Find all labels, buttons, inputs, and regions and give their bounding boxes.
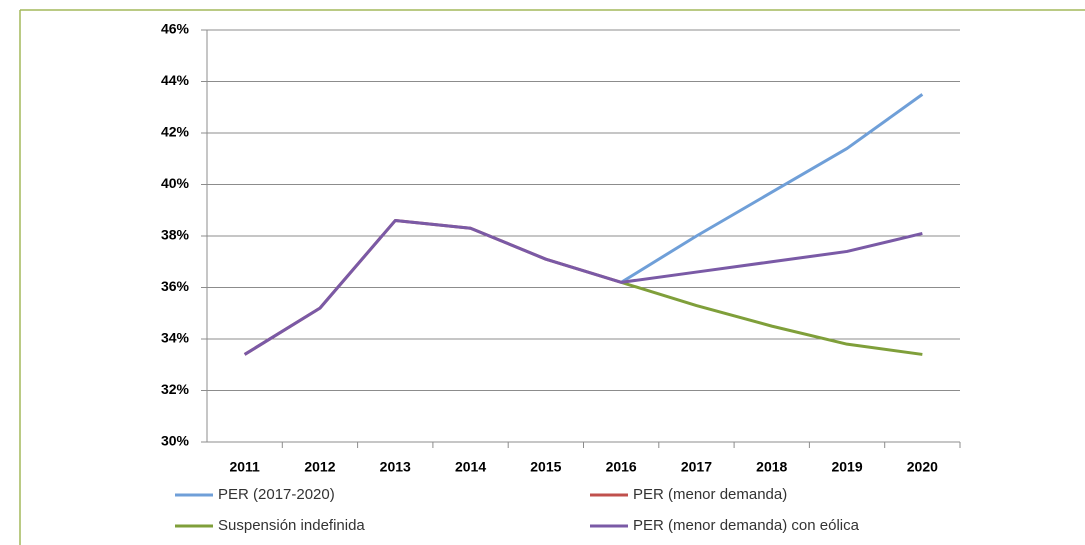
y-tick-label: 42% <box>161 124 190 140</box>
series-line <box>620 93 924 284</box>
legend-label: Suspensión indefinida <box>218 517 365 534</box>
x-tick-label: 2016 <box>606 459 637 475</box>
series-line <box>620 280 923 356</box>
y-tick-label: 38% <box>161 227 190 243</box>
y-tick-label: 36% <box>161 278 190 294</box>
series-line <box>243 219 923 356</box>
legend-label: PER (2017-2020) <box>218 486 335 503</box>
y-tick-label: 32% <box>161 381 190 397</box>
legend-label: PER (menor demanda) <box>633 486 787 503</box>
y-tick-label: 34% <box>161 330 190 346</box>
legend-label: PER (menor demanda) con eólica <box>633 517 860 534</box>
x-tick-label: 2017 <box>681 459 712 475</box>
y-tick-label: 46% <box>161 21 190 37</box>
y-tick-label: 44% <box>161 72 190 88</box>
y-tick-label: 30% <box>161 433 190 449</box>
y-tick-label: 40% <box>161 175 190 191</box>
x-tick-label: 2012 <box>304 459 335 475</box>
x-tick-label: 2020 <box>907 459 938 475</box>
x-tick-label: 2019 <box>831 459 862 475</box>
x-tick-label: 2013 <box>380 459 411 475</box>
x-tick-label: 2014 <box>455 459 486 475</box>
x-tick-label: 2011 <box>229 459 260 475</box>
x-tick-label: 2015 <box>530 459 561 475</box>
x-tick-label: 2018 <box>756 459 787 475</box>
